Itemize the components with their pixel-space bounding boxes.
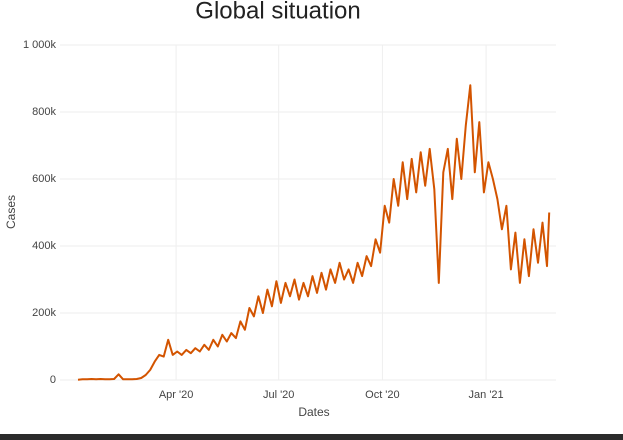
y-axis-label: Cases (4, 195, 18, 229)
x-tick-label: Apr '20 (159, 389, 194, 401)
x-tick-label: Oct '20 (365, 389, 400, 401)
y-tick-label: 600k (32, 173, 56, 185)
bottom-bar (0, 434, 623, 440)
x-tick-label: Jul '20 (263, 389, 294, 401)
y-tick-label: 800k (32, 106, 56, 118)
chart-title: Global situation (195, 0, 360, 24)
y-tick-label: 1 000k (23, 39, 57, 51)
x-tick-label: Jan '21 (469, 389, 504, 401)
x-axis-label: Dates (298, 405, 329, 419)
data-line (77, 84, 551, 381)
y-tick-label: 0 (50, 374, 56, 386)
y-tick-label: 200k (32, 307, 56, 319)
y-tick-label: 400k (32, 240, 56, 252)
